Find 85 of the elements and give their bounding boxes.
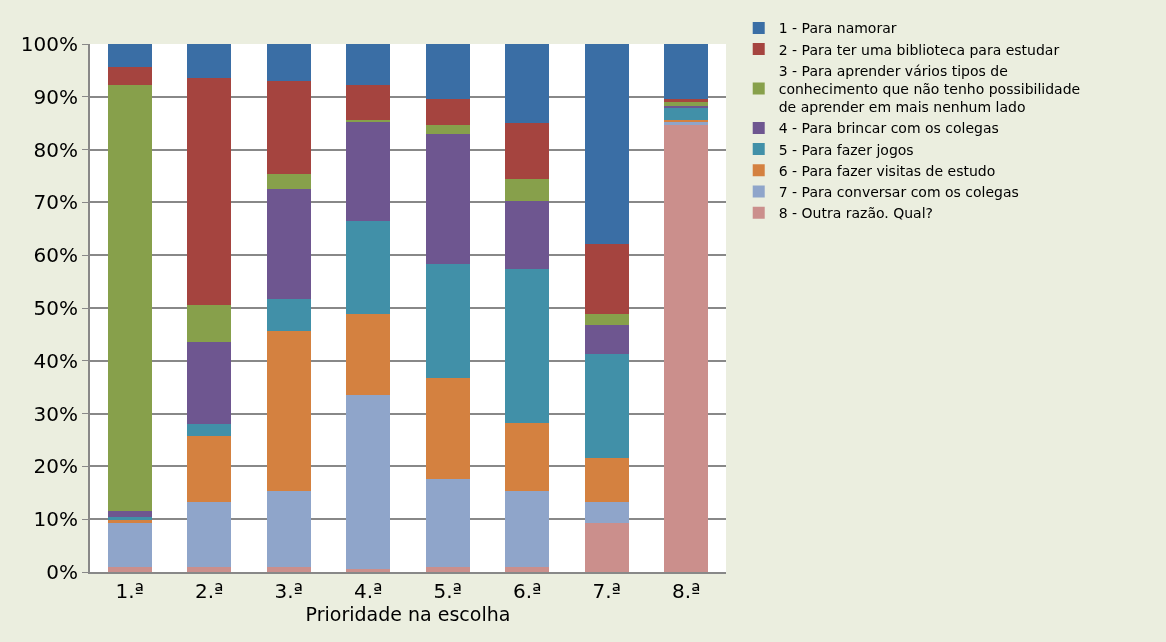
bar [266, 189, 311, 300]
x-axis-title: Prioridade na escolha [305, 603, 511, 625]
bar [346, 44, 391, 86]
bar [664, 125, 709, 572]
y-tick-label: 90% [33, 84, 78, 109]
bar [505, 423, 550, 491]
bar [584, 458, 629, 503]
x-tick-label: 5.ª [433, 579, 463, 603]
bar [266, 566, 311, 572]
bar [107, 84, 152, 512]
bar [505, 179, 550, 202]
legend-label: 4 - Para brincar com os colegas [778, 120, 999, 137]
bar [266, 44, 311, 82]
bar [266, 299, 311, 331]
legend-label: 5 - Para fazer jogos [778, 141, 914, 158]
y-tick-label: 10% [33, 507, 78, 532]
bar [505, 122, 550, 180]
y-tick-label: 30% [33, 401, 78, 426]
x-tick-label: 4.ª [353, 579, 383, 603]
y-tick-label: 80% [33, 137, 78, 162]
bar [266, 174, 311, 190]
y-tick-label: 100% [20, 32, 78, 56]
bar [187, 342, 232, 424]
bar [425, 377, 470, 480]
bar [346, 313, 391, 396]
bar [584, 244, 629, 314]
bar [346, 122, 391, 221]
bar [266, 490, 311, 567]
bar [584, 44, 629, 245]
bar [346, 395, 391, 570]
x-tick-label: 1.ª [115, 579, 145, 603]
bar [425, 566, 470, 572]
bar [107, 566, 152, 572]
bar [425, 99, 470, 126]
bar [664, 107, 709, 120]
bar [425, 264, 470, 378]
x-tick-label: 8.ª [671, 579, 701, 603]
bar [107, 511, 152, 517]
bar [505, 44, 550, 123]
x-tick-label: 6.ª [512, 579, 542, 603]
bar [505, 268, 550, 424]
bar [584, 522, 629, 572]
bar [187, 566, 232, 572]
y-tick-label: 20% [33, 454, 78, 479]
bar [505, 201, 550, 269]
bar [425, 134, 470, 265]
x-tick-label: 2.ª [194, 579, 224, 603]
legend-label: 2 - Para ter uma biblioteca para estudar [778, 41, 1060, 58]
x-tick-label: 3.ª [274, 579, 304, 603]
bar [584, 325, 629, 355]
bar [505, 490, 550, 567]
bar [187, 78, 232, 305]
legend-label: 1 - Para namorar [778, 20, 897, 37]
bar [425, 44, 470, 100]
y-tick-label: 60% [33, 243, 78, 268]
legend-label: 6 - Para fazer visitas de estudo [778, 162, 996, 179]
bar [346, 569, 391, 572]
y-tick-label: 70% [33, 190, 78, 215]
bar [664, 44, 709, 100]
bar [584, 313, 629, 326]
legend-label: 7 - Para conversar com os colegas [778, 183, 1019, 200]
bar [187, 502, 232, 567]
bar [187, 423, 232, 436]
bar [346, 220, 391, 314]
bar [505, 566, 550, 572]
bar [584, 502, 629, 523]
bar [266, 81, 311, 175]
bar [107, 522, 152, 567]
bar [107, 520, 152, 523]
y-tick-label: 0% [46, 560, 78, 584]
bar [107, 67, 152, 85]
bar [425, 479, 470, 567]
legend-label: 3 - Para aprender vários tipos de conhecimento que não tenho possibilidade de aprender em mais nenhum lado [778, 62, 1081, 116]
bar [584, 354, 629, 459]
bar [107, 44, 152, 68]
bar [187, 304, 232, 343]
bar [187, 44, 232, 79]
legend-label: 8 - Outra razão. Qual? [778, 205, 934, 222]
bar [346, 85, 391, 120]
x-tick-label: 7.ª [592, 579, 622, 603]
bar [266, 330, 311, 491]
bar [425, 125, 470, 135]
bar [187, 435, 232, 503]
y-tick-label: 50% [33, 296, 78, 320]
y-tick-label: 40% [33, 348, 78, 373]
